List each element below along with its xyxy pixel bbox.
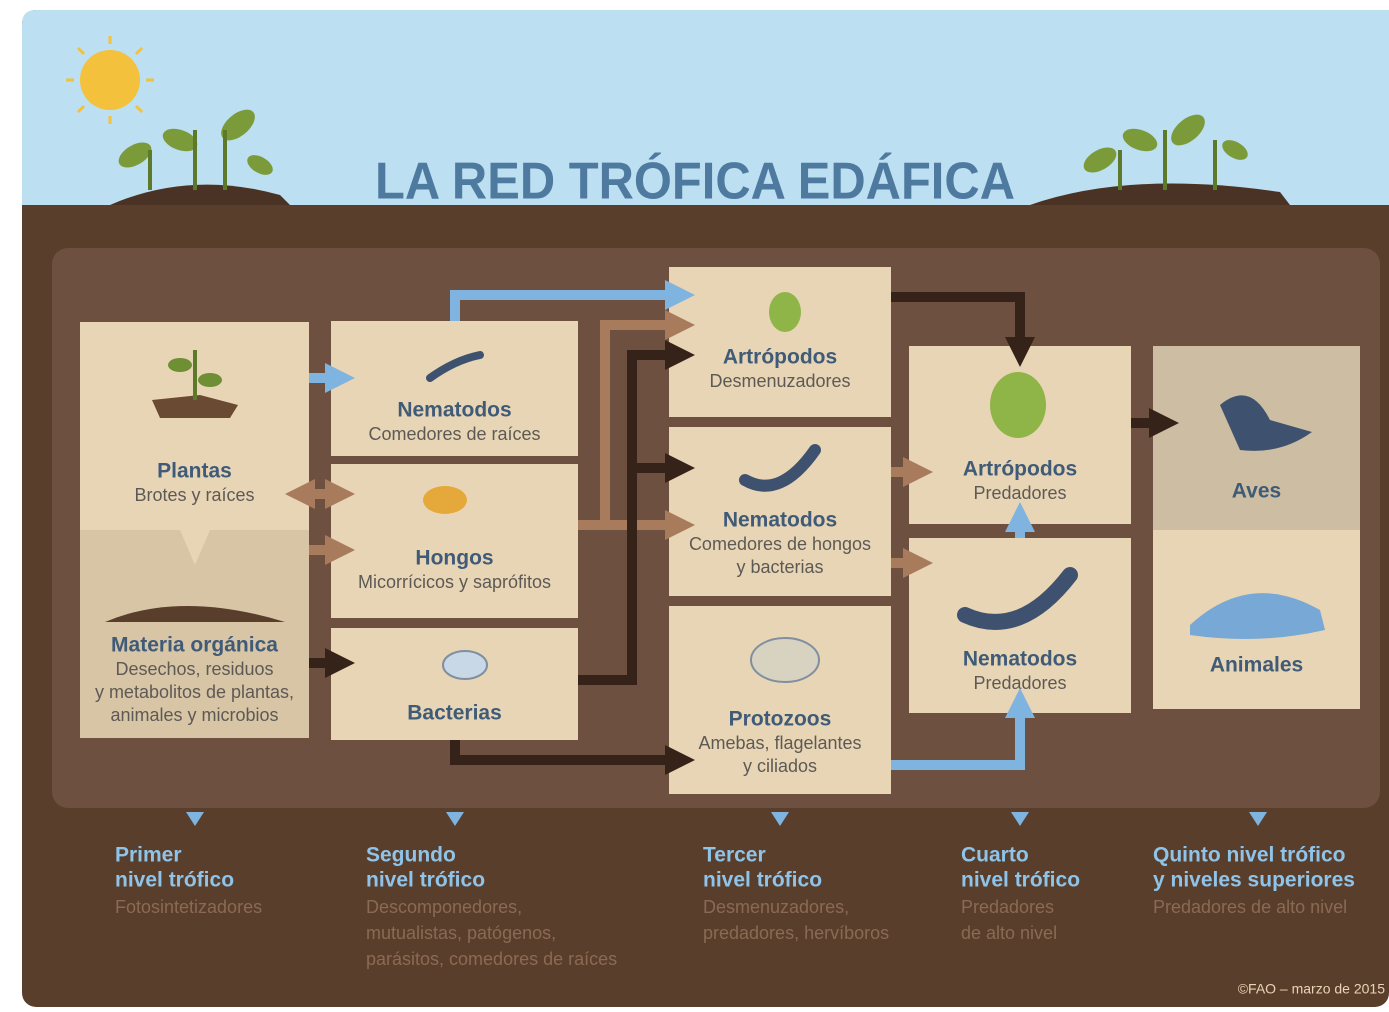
node-box (331, 464, 578, 618)
level-description: Fotosintetizadores (115, 897, 262, 917)
node-subtitle: animales y microbios (110, 705, 278, 725)
level-description: parásitos, comedores de raíces (366, 949, 617, 969)
node-title: Protozoos (729, 708, 832, 731)
node-title: Artrópodos (963, 458, 1077, 481)
node-subtitle: Comedores de raíces (368, 424, 540, 444)
level-title: nivel trófico (961, 869, 1080, 892)
level-title: nivel trófico (703, 869, 822, 892)
node-subtitle: y bacterias (736, 557, 823, 577)
node-subtitle: y metabolitos de plantas, (95, 682, 294, 702)
node-title: Animales (1210, 654, 1303, 677)
credit: ©FAO – marzo de 2015 (1238, 981, 1385, 997)
level-description: Predadores (961, 897, 1054, 917)
node-title: Nematodos (723, 509, 837, 532)
node-title: Bacterias (407, 702, 502, 725)
level-title: nivel trófico (366, 869, 485, 892)
node-title: Artrópodos (723, 346, 837, 369)
title: LA RED TRÓFICA EDÁFICA (375, 153, 1015, 211)
level-description: de alto nivel (961, 923, 1057, 943)
level-title: Segundo (366, 844, 456, 867)
node-subtitle: Amebas, flagelantes (698, 733, 861, 753)
fungus-icon (423, 486, 467, 514)
level-title: Primer (115, 844, 182, 867)
node-subtitle: Micorrícicos y saprófitos (358, 572, 551, 592)
infographic: LA RED TRÓFICA EDÁFICA PlantasBrotes y r… (0, 0, 1389, 1007)
node-subtitle: Comedores de hongos (689, 534, 871, 554)
level-title: nivel trófico (115, 869, 234, 892)
node-title: Materia orgánica (111, 634, 278, 657)
node-subtitle: Desmenuzadores (709, 371, 850, 391)
bacteria-icon (443, 651, 487, 679)
arthropod-icon (769, 292, 801, 332)
node-subtitle: Predadores (973, 483, 1066, 503)
node-title: Hongos (415, 547, 493, 570)
node-title: Nematodos (963, 648, 1077, 671)
node-title: Plantas (157, 460, 232, 483)
arthropod-icon (990, 372, 1046, 438)
node-subtitle: Desechos, residuos (115, 659, 273, 679)
level-description: Descomponedores, (366, 897, 522, 917)
level-title: Cuarto (961, 844, 1029, 867)
level-description: Predadores de alto nivel (1153, 897, 1347, 917)
node-title: Aves (1232, 480, 1281, 503)
node-subtitle: Predadores (973, 673, 1066, 693)
level-title: y niveles superiores (1153, 869, 1355, 892)
level-description: Desmenuzadores, (703, 897, 849, 917)
node-box (669, 267, 891, 417)
level-description: mutualistas, patógenos, (366, 923, 556, 943)
level-title: Quinto nivel trófico (1153, 844, 1346, 867)
sun (80, 50, 140, 110)
protozoa-icon (751, 638, 819, 682)
level-title: Tercer (703, 844, 766, 867)
node-subtitle: y ciliados (743, 756, 817, 776)
level-description: predadores, hervíboros (703, 923, 889, 943)
node-subtitle: Brotes y raíces (134, 485, 254, 505)
node-title: Nematodos (397, 399, 511, 422)
